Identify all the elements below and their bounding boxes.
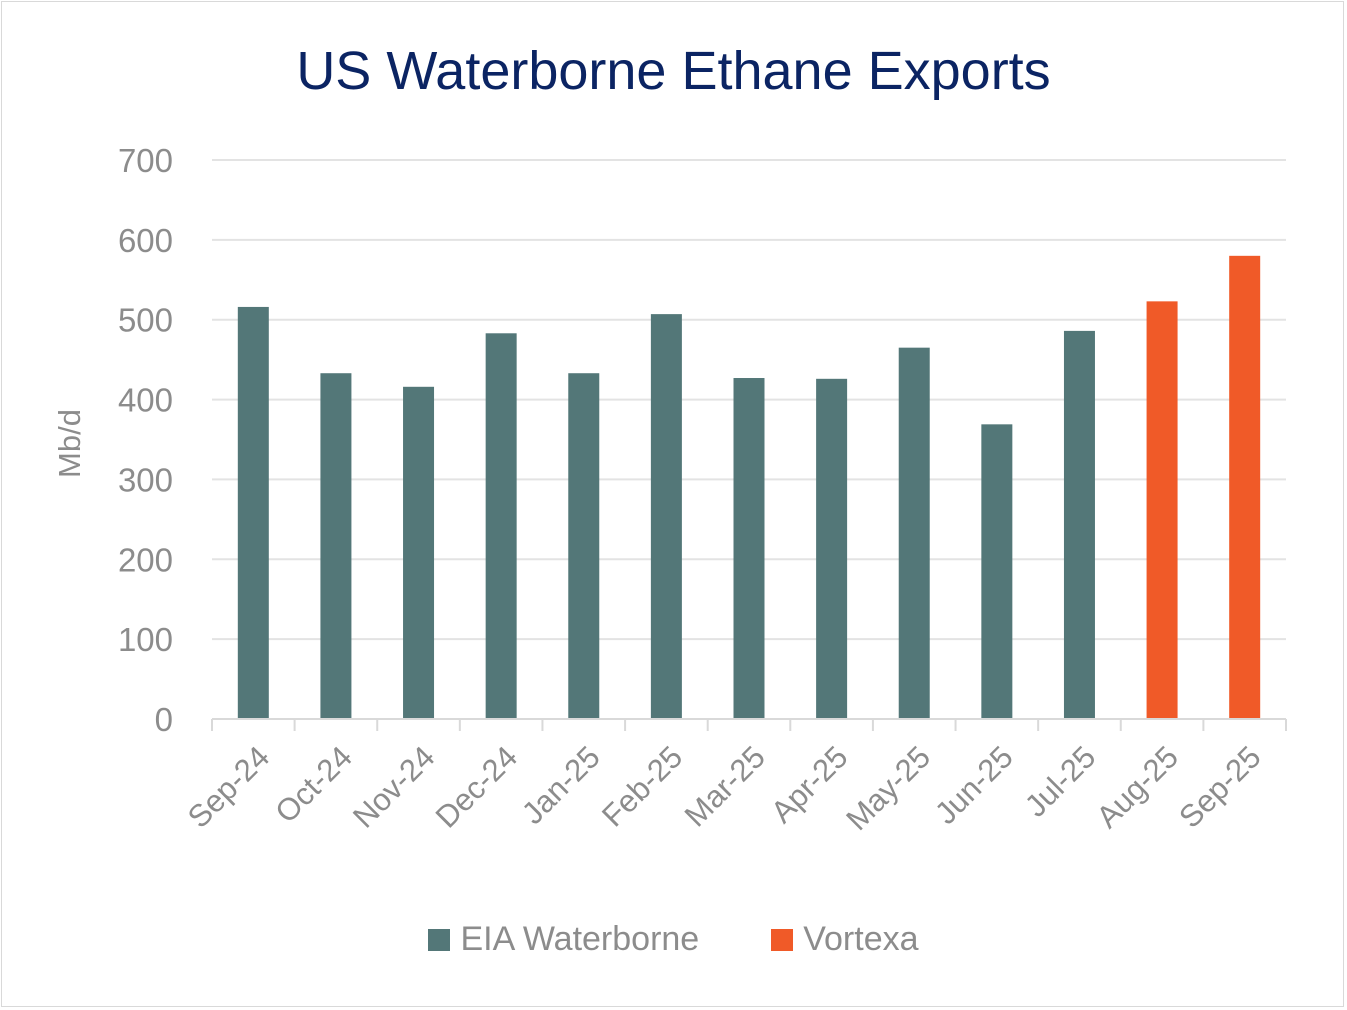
legend-label-vortexa: Vortexa [803,920,919,958]
bar-eia-waterborne-jun-25 [981,424,1013,719]
bar-eia-waterborne-jul-25 [1063,330,1095,719]
legend-label-eia: EIA Waterborne [460,920,700,958]
x-tick-label: May-25 [839,739,937,837]
y-tick-label: 200 [118,541,173,578]
x-tick-label: Jun-25 [928,739,1020,831]
y-tick-label: 700 [118,142,173,179]
legend: EIA Waterborne Vortexa [0,920,1347,959]
legend-swatch-vortexa [771,928,794,951]
bar-eia-waterborne-sep-24 [237,306,269,719]
x-tick-label: Mar-25 [678,739,772,833]
bar-eia-waterborne-jan-25 [568,373,600,719]
chart-title: US Waterborne Ethane Exports [296,41,1051,101]
legend-item-vortexa: Vortexa [771,920,919,959]
bar-eia-waterborne-nov-24 [403,386,435,719]
y-tick-label: 300 [118,461,173,498]
y-tick-label: 100 [118,621,173,658]
bar-eia-waterborne-mar-25 [733,378,765,719]
x-tick-label: Sep-24 [181,739,276,834]
x-tick-label: Aug-25 [1090,739,1185,834]
x-tick-label: Oct-24 [268,739,359,830]
y-axis-label: Mb/d [52,409,87,478]
y-tick-label: 400 [118,382,173,419]
y-tick-label: 0 [155,701,173,738]
bar-eia-waterborne-may-25 [898,347,930,719]
bar-vortexa-aug-25 [1146,301,1178,719]
x-tick-label: Apr-25 [764,739,855,830]
x-tick-label: Nov-24 [346,739,441,834]
legend-swatch-eia [428,928,451,951]
bar-eia-waterborne-oct-24 [320,373,352,719]
bar-eia-waterborne-feb-25 [650,314,682,719]
bar-vortexa-sep-25 [1229,255,1261,720]
x-tick-label: Sep-25 [1172,739,1267,834]
x-tick-label: Dec-24 [429,739,524,834]
legend-item-eia: EIA Waterborne [428,920,699,959]
x-tick-label: Feb-25 [595,739,689,833]
x-tick-label: Jan-25 [515,739,607,831]
bar-eia-waterborne-dec-24 [485,333,517,719]
y-tick-label: 500 [118,302,173,339]
bar-eia-waterborne-apr-25 [816,378,848,719]
y-tick-label: 600 [118,222,173,259]
